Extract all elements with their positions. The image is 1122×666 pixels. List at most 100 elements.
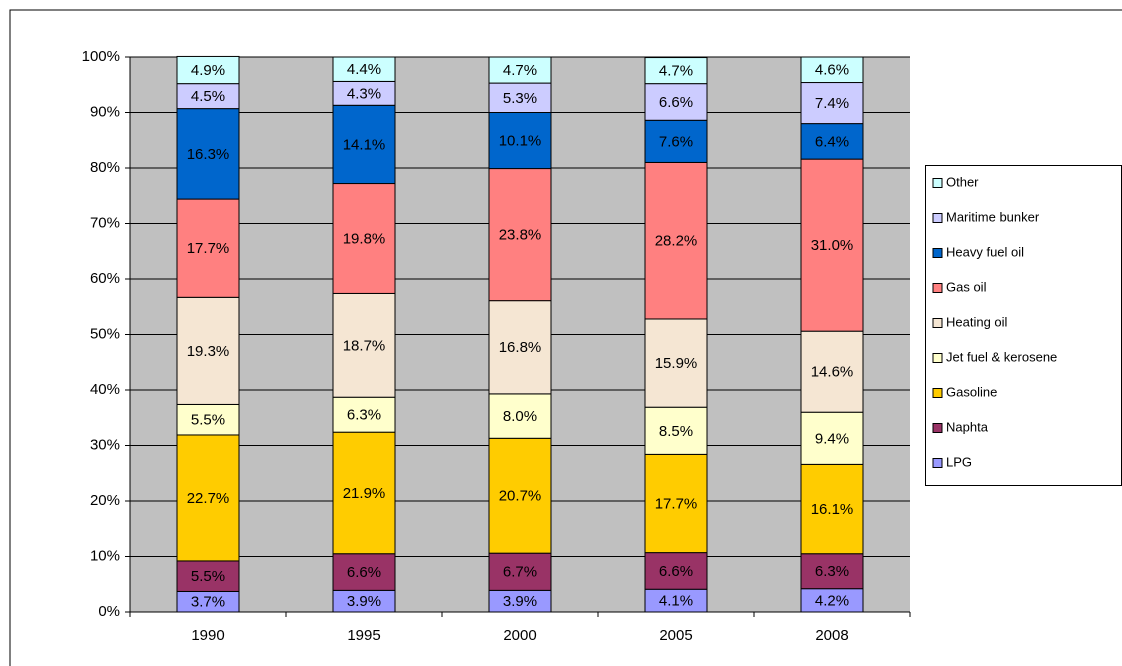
bar-segment — [332, 553, 396, 591]
value-label: 15.9% — [655, 355, 698, 372]
y-tick-label: 20% — [90, 492, 120, 509]
value-label: 28.2% — [655, 233, 698, 250]
legend-swatch — [932, 423, 943, 433]
value-label: 3.9% — [347, 593, 381, 610]
legend-label: Heavy fuel oil — [946, 244, 1024, 259]
bar-segment — [644, 406, 708, 455]
legend-swatch — [932, 388, 943, 398]
value-label: 6.6% — [347, 564, 381, 581]
value-label: 22.7% — [187, 490, 230, 507]
legend-swatch — [932, 213, 943, 223]
bar-segment — [644, 318, 708, 408]
bar-segment — [176, 296, 240, 405]
value-label: 7.6% — [659, 133, 693, 150]
value-label: 4.4% — [347, 61, 381, 78]
bar-segment — [332, 56, 396, 82]
value-label: 9.4% — [815, 430, 849, 447]
bar-segment — [332, 292, 396, 398]
value-label: 17.7% — [187, 240, 230, 257]
legend-label: Jet fuel & kerosene — [946, 349, 1057, 364]
value-label: 4.6% — [815, 62, 849, 79]
legend-label: Other — [946, 174, 979, 189]
y-tick-label: 10% — [90, 547, 120, 564]
value-label: 5.5% — [191, 568, 225, 585]
value-label: 6.6% — [659, 94, 693, 111]
bar-segment — [488, 300, 552, 395]
value-label: 14.6% — [811, 364, 854, 381]
legend-swatch — [932, 458, 943, 468]
value-label: 6.4% — [815, 133, 849, 150]
value-label: 5.5% — [191, 412, 225, 429]
value-label: 10.1% — [499, 132, 542, 149]
bar-segment — [800, 553, 864, 590]
value-label: 6.3% — [347, 407, 381, 424]
y-tick-label: 80% — [90, 159, 120, 176]
value-label: 20.7% — [499, 488, 542, 505]
legend-swatch — [932, 178, 943, 188]
value-label: 3.9% — [503, 593, 537, 610]
legend-label: Gas oil — [946, 279, 987, 294]
bar-segment — [644, 57, 708, 85]
value-label: 6.7% — [503, 564, 537, 581]
bar-segment — [176, 434, 240, 562]
legend-label: Heating oil — [946, 314, 1008, 329]
value-label: 14.1% — [343, 136, 386, 153]
y-tick-label: 30% — [90, 436, 120, 453]
bar-segment — [488, 393, 552, 439]
legend-box — [925, 165, 1122, 486]
value-label: 4.9% — [191, 62, 225, 79]
y-tick-label: 50% — [90, 325, 120, 342]
value-label: 4.2% — [815, 592, 849, 609]
x-tick-label: 1995 — [347, 627, 380, 644]
y-tick-label: 60% — [90, 270, 120, 287]
legend-label: Naphta — [946, 419, 989, 434]
x-tick-label: 2000 — [503, 627, 536, 644]
legend-swatch — [932, 318, 943, 328]
bar-segment — [800, 411, 864, 465]
value-label: 23.8% — [499, 227, 542, 244]
y-tick-label: 90% — [90, 103, 120, 120]
value-label: 6.3% — [815, 563, 849, 580]
value-label: 18.7% — [343, 337, 386, 354]
y-tick-label: 70% — [90, 214, 120, 231]
legend-swatch — [932, 248, 943, 258]
bar-segment — [332, 431, 396, 555]
value-label: 16.1% — [811, 501, 854, 518]
legend-swatch — [932, 353, 943, 363]
bar-segment — [644, 119, 708, 163]
bar-segment — [644, 453, 708, 554]
bar-segment — [176, 403, 240, 436]
value-label: 5.3% — [503, 90, 537, 107]
value-label: 4.5% — [191, 88, 225, 105]
bar-segment — [800, 330, 864, 413]
bar-segment — [332, 396, 396, 433]
value-label: 4.1% — [659, 593, 693, 610]
value-label: 17.7% — [655, 495, 698, 512]
value-label: 3.7% — [191, 594, 225, 611]
value-label: 7.4% — [815, 95, 849, 112]
value-label: 21.9% — [343, 485, 386, 502]
y-tick-label: 40% — [90, 381, 120, 398]
value-label: 4.7% — [659, 63, 693, 80]
value-label: 8.5% — [659, 423, 693, 440]
x-tick-label: 1990 — [191, 627, 224, 644]
bar-segment — [332, 183, 396, 294]
bar-segment — [800, 158, 864, 332]
value-label: 31.0% — [811, 237, 854, 254]
value-label: 6.6% — [659, 563, 693, 580]
bar-segment — [644, 83, 708, 121]
bar-segment — [176, 198, 240, 298]
chart-frame — [9, 9, 1122, 666]
bar-segment — [644, 552, 708, 590]
bar-segment — [488, 168, 552, 302]
value-label: 16.3% — [187, 146, 230, 163]
bar-segment — [800, 463, 864, 555]
bar-segment — [488, 56, 552, 84]
value-label: 19.8% — [343, 230, 386, 247]
bar-segment — [176, 108, 240, 200]
bar-segment — [176, 55, 240, 85]
value-label: 4.7% — [503, 62, 537, 79]
value-label: 16.8% — [499, 339, 542, 356]
y-tick-label: 0% — [98, 603, 120, 620]
